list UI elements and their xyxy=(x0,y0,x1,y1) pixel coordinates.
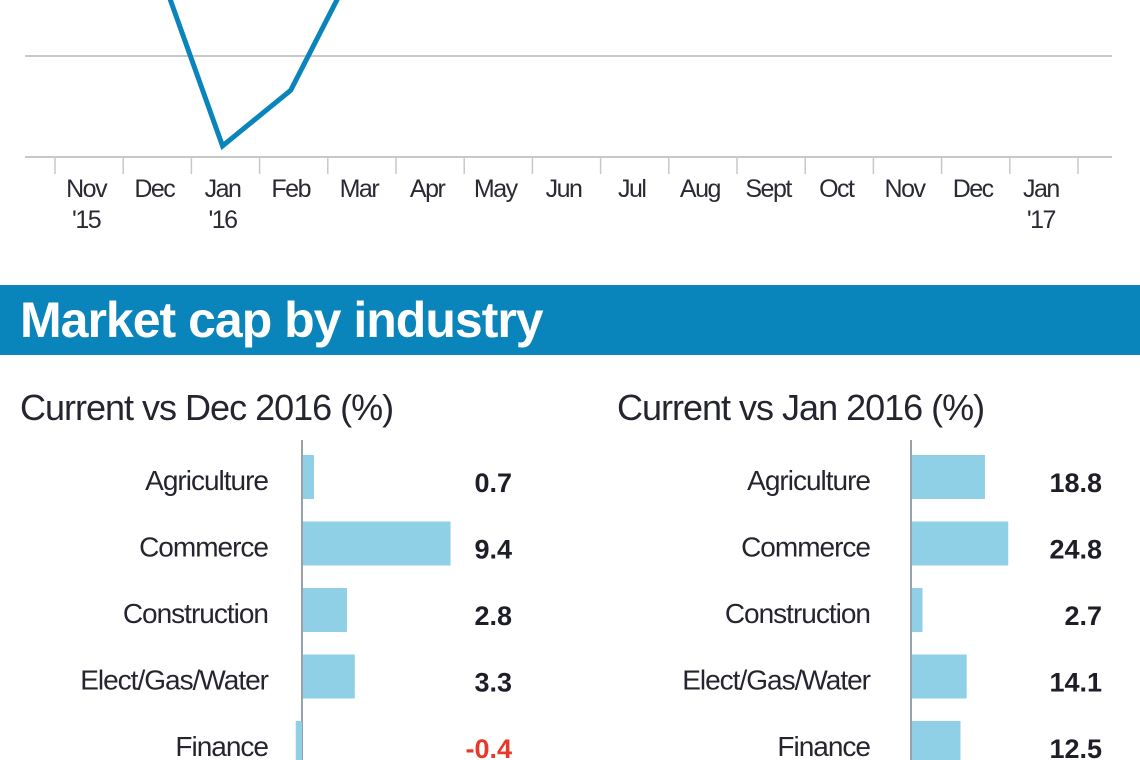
chart-title-jan-2016: Current vs Jan 2016 (%) xyxy=(617,387,985,428)
x-tick-label: Apr xyxy=(410,175,446,203)
x-tick-label: Dec xyxy=(134,175,175,203)
value-label: 3.3 xyxy=(474,668,512,698)
x-tick-label: Mar xyxy=(340,175,380,203)
bar-construction xyxy=(912,588,923,632)
line-chart: Nov '15 Dec Jan '16 Feb Mar Apr May Jun Jul Aug Sept… xyxy=(25,0,1112,234)
x-tick-label: Nov xyxy=(66,175,108,203)
category-label: Construction xyxy=(725,598,870,629)
category-label: Commerce xyxy=(139,532,268,563)
category-label: Construction xyxy=(123,598,268,629)
value-label: 24.8 xyxy=(1049,535,1102,565)
category-label: Elect/Gas/Water xyxy=(80,665,268,696)
value-label: 14.1 xyxy=(1049,668,1102,698)
x-tick-label: Jun xyxy=(546,175,582,203)
section-header-band xyxy=(0,285,1140,355)
category-label: Finance xyxy=(175,731,268,760)
x-tick-label: Sept xyxy=(745,175,792,203)
value-label: 2.8 xyxy=(474,601,512,631)
x-tick-label: Dec xyxy=(953,175,994,203)
category-label: Elect/Gas/Water xyxy=(682,665,870,696)
bar-elect-gas-water xyxy=(303,654,355,699)
value-label: 18.8 xyxy=(1049,468,1102,498)
category-label: Agriculture xyxy=(145,465,268,496)
x-tick-label: Nov xyxy=(885,175,927,203)
bar-chart-dec-2016: Agriculture 0.7 Commerce 9.4 Construction 2.8… xyxy=(80,440,512,760)
bar-agriculture xyxy=(303,455,314,499)
bar-construction xyxy=(303,588,347,632)
bar-commerce xyxy=(303,521,451,566)
x-tick-label-year: '15 xyxy=(72,206,101,234)
x-tick-label: Jan xyxy=(1023,175,1059,203)
series-line xyxy=(167,0,340,151)
value-label: 9.4 xyxy=(474,535,512,565)
category-label: Finance xyxy=(777,731,870,760)
x-tick-label-year: '16 xyxy=(208,206,237,234)
x-tick-label: Aug xyxy=(680,175,721,203)
value-label: 12.5 xyxy=(1049,734,1102,760)
bar-commerce xyxy=(912,521,1009,566)
x-tick-label: Oct xyxy=(819,175,855,203)
x-tick-label: Feb xyxy=(271,175,310,203)
bar-elect-gas-water xyxy=(912,654,967,699)
section-title: Market cap by industry xyxy=(20,292,544,348)
chart-title-dec-2016: Current vs Dec 2016 (%) xyxy=(20,387,394,428)
category-label: Agriculture xyxy=(747,465,870,496)
bar-finance xyxy=(295,721,302,760)
bar-finance xyxy=(912,721,961,760)
x-tick-label: May xyxy=(474,175,519,203)
x-tick-label: Jan xyxy=(205,175,241,203)
value-label: 0.7 xyxy=(474,468,512,498)
x-tick-label-year: '17 xyxy=(1027,206,1056,234)
bar-chart-jan-2016: Agriculture 18.8 Commerce 24.8 Construction 2… xyxy=(682,440,1102,760)
x-tick-label: Jul xyxy=(618,175,645,203)
bar-agriculture xyxy=(912,455,985,499)
category-label: Commerce xyxy=(741,532,870,563)
value-label: -0.4 xyxy=(465,734,512,760)
value-label: 2.7 xyxy=(1064,601,1102,631)
